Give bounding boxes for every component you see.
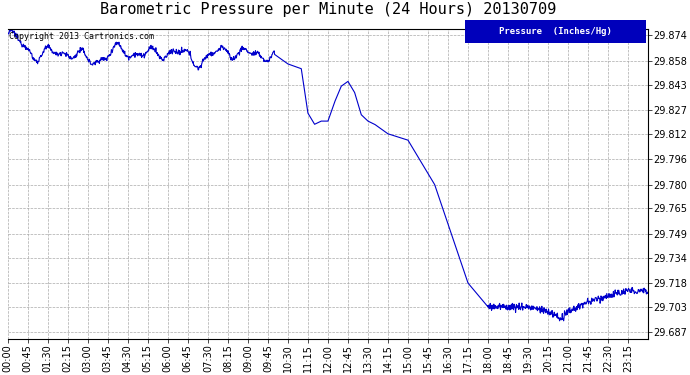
Text: Copyright 2013 Cartronics.com: Copyright 2013 Cartronics.com xyxy=(9,32,154,41)
Title: Barometric Pressure per Minute (24 Hours) 20130709: Barometric Pressure per Minute (24 Hours… xyxy=(99,2,556,17)
